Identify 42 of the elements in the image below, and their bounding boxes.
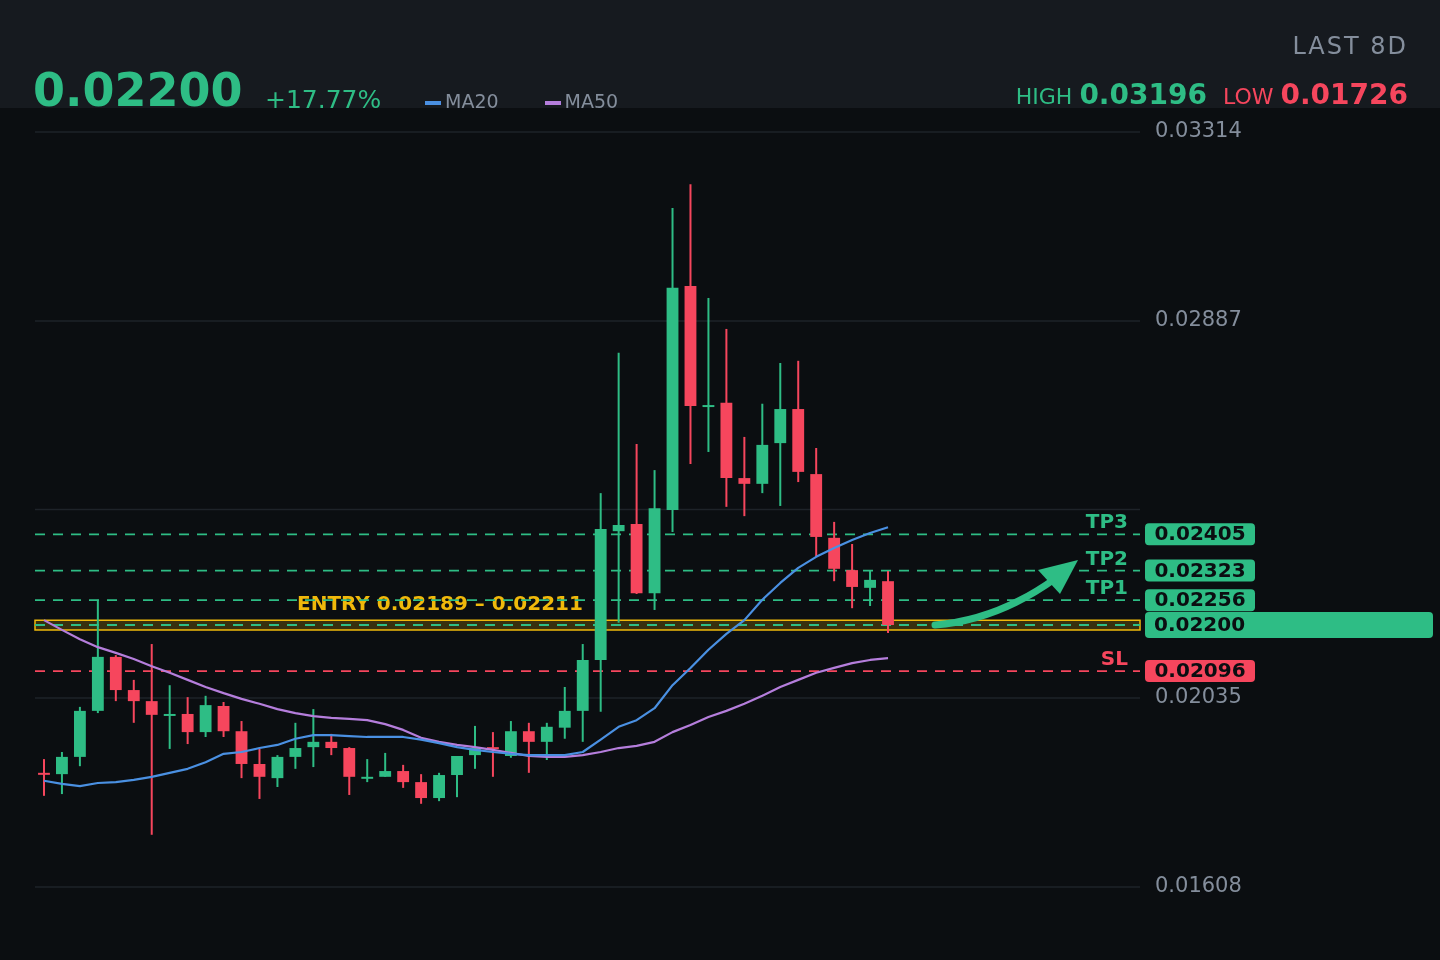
candlestick xyxy=(846,543,859,610)
candlestick xyxy=(540,721,553,761)
candlestick xyxy=(702,296,715,453)
candlestick xyxy=(415,773,428,805)
candlestick xyxy=(558,685,571,740)
candlestick xyxy=(271,754,284,788)
y-tick-label: 0.03314 xyxy=(1155,118,1242,143)
candlestick xyxy=(379,751,392,778)
candlestick xyxy=(361,758,374,784)
text: 0.02200 xyxy=(1154,612,1246,637)
candlestick xyxy=(433,771,445,803)
text: 0.02405 xyxy=(1154,521,1246,546)
candlestick xyxy=(522,721,535,774)
ref-line-label: TP2 xyxy=(1085,545,1128,570)
y-tick-label: 0.02887 xyxy=(1155,307,1242,332)
band-label: ENTRY 0.02189 – 0.02211 xyxy=(297,591,583,616)
y-tick-label: 0.02035 xyxy=(1155,684,1242,709)
candlestick xyxy=(181,696,194,746)
y-tick-label: 0.01608 xyxy=(1155,873,1242,898)
candlestick xyxy=(163,684,176,750)
candlestick xyxy=(289,721,302,770)
chart-subtitle: 0.02200 xyxy=(33,62,243,118)
ref-line-label: TP1 xyxy=(1085,575,1128,600)
legend-label: MA20 xyxy=(445,90,499,112)
candlestick xyxy=(307,708,320,769)
candlestick xyxy=(397,763,410,789)
ref-line-label: TP3 xyxy=(1085,509,1128,534)
text: 0.02096 xyxy=(1154,658,1246,683)
ref-line-label: SL xyxy=(1100,646,1129,671)
candlestick xyxy=(738,435,751,518)
text: 0.02256 xyxy=(1154,587,1246,612)
candlestick xyxy=(56,751,68,796)
text: HIGH 0.03196 xyxy=(1015,78,1207,111)
candlestick xyxy=(451,755,463,799)
text: +17.77% xyxy=(265,84,382,116)
candlestick xyxy=(253,747,266,800)
text: LAST 8D xyxy=(1292,31,1408,62)
candlestick xyxy=(127,678,140,724)
legend-label: MA50 xyxy=(564,90,619,112)
candlestick xyxy=(38,758,50,797)
text: 0.02323 xyxy=(1154,557,1246,582)
text: LOW 0.01726 xyxy=(1222,78,1408,111)
